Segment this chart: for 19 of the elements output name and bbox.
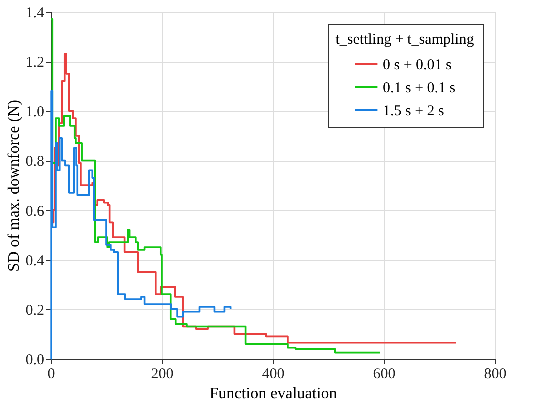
y-tick-label: 0.8	[26, 154, 44, 170]
y-tick-label: 1.2	[26, 55, 44, 72]
x-tick-label: 400	[262, 366, 285, 382]
y-tick-label: 1.4	[26, 6, 45, 22]
y-tick-label: 0.2	[26, 302, 44, 319]
x-tick-label: 800	[484, 366, 507, 382]
x-tick-label: 600	[373, 366, 396, 382]
x-axis-title: Function evaluation	[210, 386, 338, 402]
y-tick-label: 1.0	[26, 104, 44, 121]
x-tick-label: 200	[151, 366, 174, 382]
y-axis-title: SD of max. downforce (N)	[6, 100, 23, 272]
legend-label: 0.1 s + 0.1 s	[383, 80, 456, 96]
legend-label: 0 s + 0.01 s	[383, 58, 452, 74]
y-tick-label: 0.6	[26, 204, 45, 220]
y-tick-label: 0.4	[26, 253, 45, 270]
legend-label: 1.5 s + 2 s	[383, 104, 445, 120]
y-tick-label: 0.0	[26, 352, 44, 368]
legend-title: t_settling + t_sampling	[336, 32, 475, 48]
x-tick-label: 0	[48, 366, 56, 382]
